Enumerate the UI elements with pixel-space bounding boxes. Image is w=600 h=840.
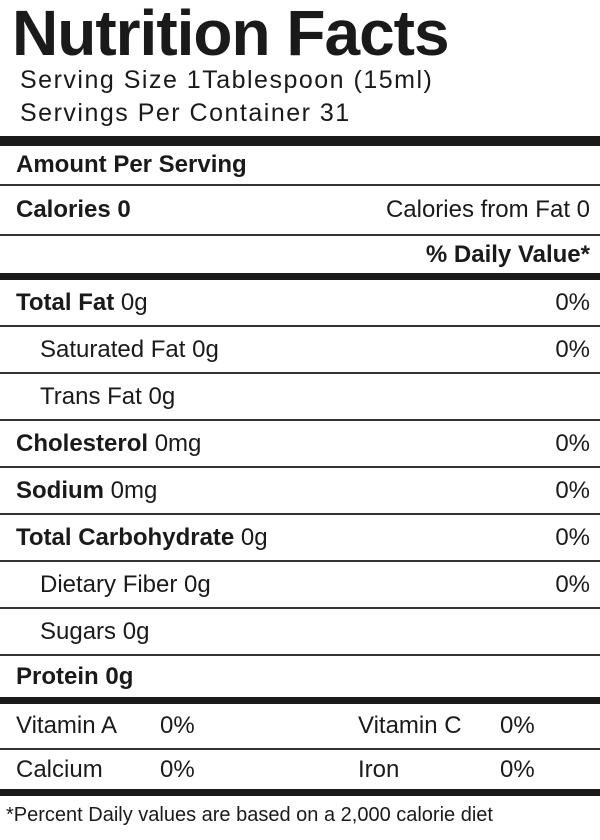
nutrient-amount: 0g <box>105 662 134 690</box>
nutrient: Protein 0g <box>16 663 133 691</box>
vitamin-row: Vitamin A 0% Vitamin C 0% <box>0 704 600 750</box>
daily-value-row: % Daily Value* <box>0 236 600 280</box>
nutrient: Saturated Fat 0g <box>40 336 219 364</box>
nutrient-amount: 0g <box>192 335 219 363</box>
nutrient-amount: 0g <box>148 382 176 410</box>
nutrient: Dietary Fiber 0g <box>40 571 211 599</box>
nutrient: Sugars 0g <box>40 618 149 646</box>
vitamin-name: Calcium <box>16 755 103 783</box>
amount-row: Amount Per Serving <box>0 146 600 186</box>
vitamin-name: Vitamin A <box>16 712 117 739</box>
serving-size: Serving Size 1Tablespoon (15ml) <box>20 66 434 94</box>
nutrient-amount: 0mg <box>110 476 158 504</box>
nutrient-amount: 0mg <box>154 429 202 457</box>
nutrient-row: Trans Fat 0g <box>0 374 600 421</box>
daily-value: 0% <box>555 335 590 363</box>
nutrient-row: Dietary Fiber 0g 0% <box>0 562 600 609</box>
daily-value: 0% <box>555 429 590 457</box>
calories-from-fat: Calories from Fat 0 <box>385 196 590 223</box>
calories: Calories 0 <box>16 196 131 223</box>
nutrient-row: Sodium 0mg 0% <box>0 468 600 515</box>
nutrient-row: Protein 0g <box>0 656 600 704</box>
nutrient: Total Fat 0g <box>16 289 148 317</box>
daily-value: 0% <box>555 570 590 598</box>
daily-value: 0% <box>555 288 590 316</box>
vitamin-value: 0% <box>500 755 535 783</box>
nutrient-row: Sugars 0g <box>0 609 600 656</box>
nutrient: Trans Fat 0g <box>40 383 175 411</box>
vitamin-value: 0% <box>160 755 195 783</box>
nutrient-name: Cholesterol <box>16 429 149 457</box>
nutrient-amount: 0g <box>122 617 150 645</box>
footnote: *Percent Daily values are based on a 2,0… <box>6 804 493 826</box>
daily-value: 0% <box>555 476 590 504</box>
title: Nutrition Facts <box>12 0 450 69</box>
daily-value-header: % Daily Value* <box>425 240 590 268</box>
calories-row: Calories 0 Calories from Fat 0 <box>0 186 600 236</box>
nutrient-amount: 0g <box>240 523 268 551</box>
nutrient-name: Sugars <box>40 617 117 645</box>
nutrient-name: Sodium <box>16 476 104 504</box>
thick-rule <box>0 136 600 146</box>
nutrient: Cholesterol 0mg <box>16 430 201 458</box>
vitamin-name: Iron <box>358 755 400 783</box>
nutrient-amount: 0g <box>184 570 211 598</box>
nutrient-name: Saturated Fat <box>40 335 186 363</box>
nutrient: Total Carbohydrate 0g <box>16 524 268 552</box>
vitamin-row: Calcium 0% Iron 0% <box>0 750 600 796</box>
nutrient-row: Total Carbohydrate 0g 0% <box>0 515 600 562</box>
nutrient-name: Total Carbohydrate <box>16 523 235 551</box>
vitamin-value: 0% <box>160 712 195 739</box>
nutrient-name: Total Fat <box>16 288 115 316</box>
nutrient-name: Protein <box>16 662 99 690</box>
nutrient-name: Trans Fat <box>40 382 142 410</box>
daily-value: 0% <box>555 523 590 551</box>
nutrient-name: Dietary Fiber <box>40 570 178 598</box>
nutrient-row: Cholesterol 0mg 0% <box>0 421 600 468</box>
servings-per-container: Servings Per Container 31 <box>20 99 351 127</box>
nutrient-amount: 0g <box>120 288 148 316</box>
amount-per-serving: Amount Per Serving <box>16 151 247 178</box>
vitamin-value: 0% <box>500 712 535 739</box>
nutrient-row: Saturated Fat 0g 0% <box>0 327 600 374</box>
nutrient-row: Total Fat 0g 0% <box>0 280 600 327</box>
vitamin-name: Vitamin C <box>358 712 462 739</box>
nutrient: Sodium 0mg <box>16 477 157 505</box>
